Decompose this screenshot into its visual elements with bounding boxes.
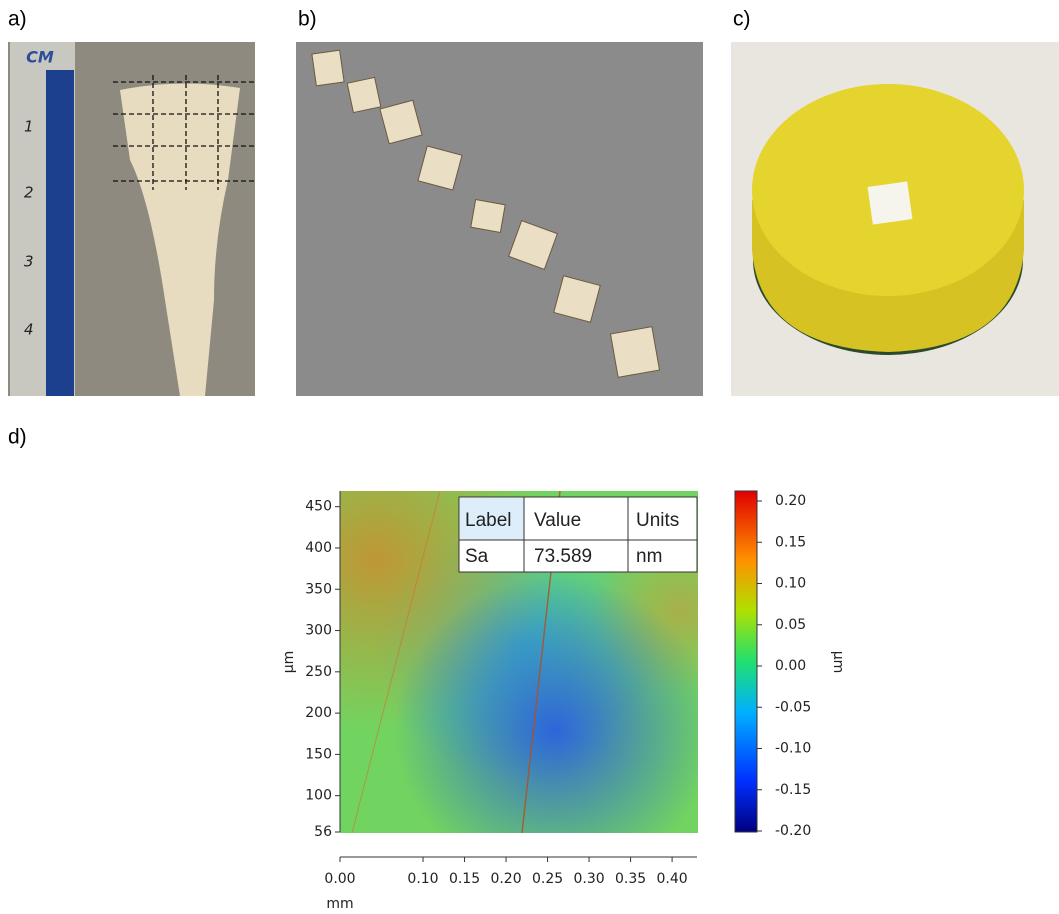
x-tick-label: 0.00 — [324, 871, 355, 887]
table-header: Units — [636, 510, 679, 531]
x-tick-label: 0.10 — [407, 871, 438, 887]
x-tick-label: 0.35 — [615, 871, 646, 887]
y-tick-label: 450 — [305, 499, 332, 515]
x-axis-label: mm — [326, 896, 353, 912]
ruler-mark: 2 — [24, 184, 34, 202]
colorbar-label: µm — [830, 651, 846, 674]
x-tick-label: 0.40 — [657, 871, 688, 887]
x-tick-label: 0.25 — [532, 871, 563, 887]
table-cell: nm — [636, 546, 662, 567]
x-tick-label: 0.20 — [490, 871, 521, 887]
y-tick-label: 100 — [305, 788, 332, 804]
photo-a — [8, 42, 255, 396]
ruler-mark: 4 — [24, 321, 34, 339]
x-tick-label: 0.30 — [573, 871, 604, 887]
ruler-mark: 1 — [24, 118, 34, 136]
x-tick-label: 0.15 — [449, 871, 480, 887]
y-tick-label: 300 — [305, 623, 332, 639]
y-tick-label: 250 — [305, 664, 332, 680]
colorbar-tick-label: -0.20 — [775, 823, 811, 839]
figure: a) b) c) d) CM 1 2 3 4 mm µm µm 450 400 35… — [0, 0, 1059, 914]
panel-label: a) — [8, 8, 27, 31]
photo-c — [731, 42, 1059, 396]
colorbar-tick-label: 0.15 — [775, 534, 806, 550]
colorbar-tick-label: 0.00 — [775, 658, 806, 674]
y-axis-label: µm — [281, 651, 297, 674]
colorbar-tick-label: 0.10 — [775, 576, 806, 592]
table-cell: 73.589 — [534, 546, 592, 567]
colorbar-tick-label: 0.20 — [775, 493, 806, 509]
panel-label: c) — [733, 8, 751, 31]
y-tick-label: 200 — [305, 705, 332, 721]
colorbar-tick-label: 0.05 — [775, 617, 806, 633]
colorbar-tick-label: -0.10 — [775, 741, 811, 757]
colorbar-tick-label: -0.15 — [775, 782, 811, 798]
colorbar-tick-label: -0.05 — [775, 699, 811, 715]
table-cell: Sa — [465, 546, 489, 567]
table-header: Label — [465, 510, 512, 531]
panel-label: d) — [8, 426, 27, 449]
ruler-unit: CM — [26, 48, 54, 67]
ruler-mark: 3 — [24, 253, 34, 271]
table-header: Value — [534, 510, 581, 531]
y-tick-label: 400 — [305, 540, 332, 556]
colorbar — [735, 491, 757, 832]
y-tick-label: 350 — [305, 581, 332, 597]
y-tick-label: 56 — [314, 824, 332, 840]
photo-b — [296, 42, 703, 396]
panel-label: b) — [298, 8, 317, 31]
y-tick-label: 150 — [305, 746, 332, 762]
